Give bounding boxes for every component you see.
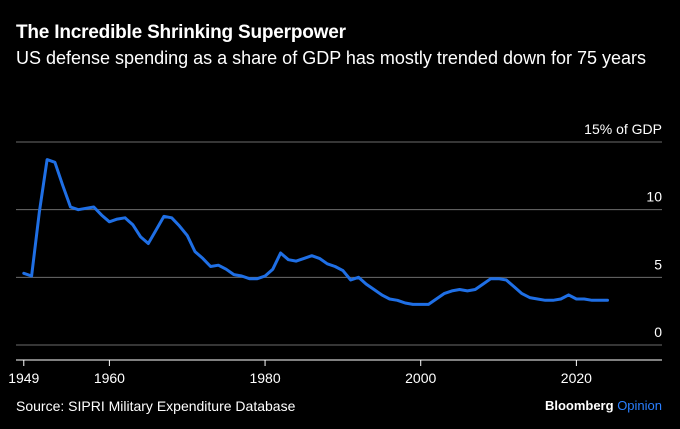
series-layer — [22, 158, 609, 306]
y-tick-label: 10 — [646, 189, 662, 205]
x-tick-label: 1980 — [249, 370, 280, 386]
x-tick-label: 2000 — [405, 370, 436, 386]
brand-logo: Bloomberg Opinion — [545, 398, 662, 413]
series-line — [22, 158, 609, 306]
chart-title: The Incredible Shrinking Superpower — [16, 22, 346, 43]
x-axis: 1949 1960 1980 2000 2020 — [8, 359, 662, 386]
y-axis-labels: 0 5 10 15% of GDP — [584, 121, 662, 340]
y-tick-label: 15% of GDP — [584, 121, 662, 137]
y-tick-label: 5 — [654, 256, 662, 272]
brand-suffix: Opinion — [617, 398, 662, 413]
source-note: Source: SIPRI Military Expenditure Datab… — [16, 398, 296, 414]
chart-subtitle: US defense spending as a share of GDP ha… — [16, 48, 647, 68]
x-tick-label: 1949 — [8, 370, 39, 386]
gridlines — [16, 141, 662, 346]
y-tick-label: 0 — [654, 324, 662, 340]
x-tick-label: 1960 — [94, 370, 125, 386]
x-tick-label: 2020 — [561, 370, 592, 386]
brand-name: Bloomberg — [544, 398, 614, 413]
